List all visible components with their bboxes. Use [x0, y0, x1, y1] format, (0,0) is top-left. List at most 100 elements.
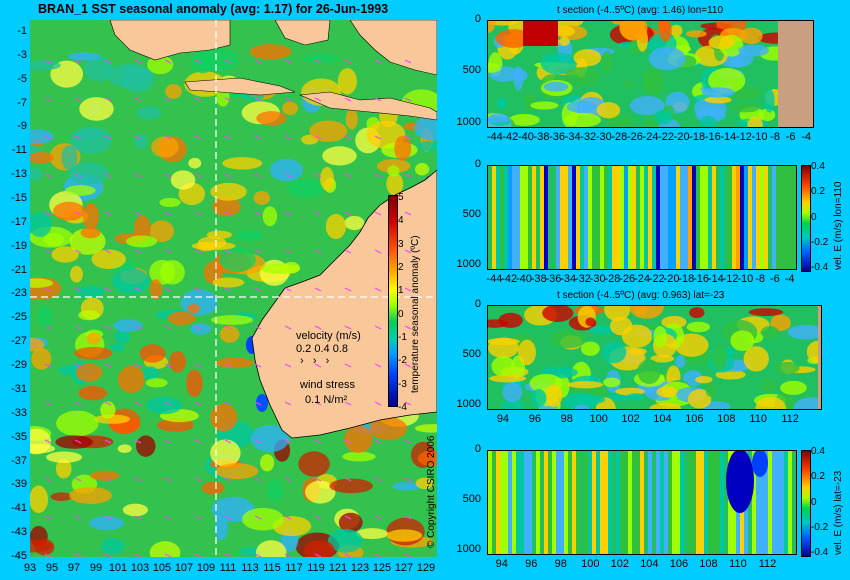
section-plot-t-section-lon110[interactable] — [487, 20, 814, 128]
wind-arrow — [194, 135, 202, 140]
sst-patch — [417, 140, 438, 152]
velocity-stripe — [740, 166, 744, 269]
wind-arrow — [104, 59, 112, 64]
velocity-stripe — [532, 451, 536, 554]
section-depth-tick: 1000 — [456, 398, 481, 410]
section-x-tick: -44 — [486, 131, 503, 143]
velocity-stripe — [504, 451, 508, 554]
velocity-stripe — [516, 166, 520, 269]
wind-arrow — [134, 135, 142, 140]
velocity-colorbar-tick: 0.4 — [811, 161, 825, 172]
velocity-stripe — [652, 451, 656, 554]
section-patch — [607, 115, 635, 127]
wind-arrow — [104, 439, 112, 444]
section-x-tick: 108 — [717, 413, 736, 425]
wind-arrow — [134, 553, 142, 558]
section-depth-tick: 500 — [462, 348, 481, 360]
sst-patch — [24, 60, 61, 71]
sst-patch — [69, 126, 112, 154]
velocity-stripe — [572, 451, 576, 554]
wind-arrow — [134, 249, 142, 254]
section-x-tick: 112 — [781, 413, 799, 425]
section-depth-tick: 0 — [474, 158, 481, 170]
sst-patch — [136, 105, 162, 120]
velocity-colorbar-tick: -0.4 — [811, 547, 829, 558]
sst-patch — [79, 97, 114, 121]
sst-patch — [262, 206, 278, 227]
wind-arrow — [74, 401, 82, 406]
wind-arrow — [104, 249, 112, 254]
velocity-stripe — [696, 451, 700, 554]
wind-arrow — [314, 439, 322, 444]
section-x-tick: -14 — [707, 273, 724, 285]
velocity-stripe — [496, 451, 500, 554]
sst-patch — [211, 315, 254, 325]
section-patch — [793, 397, 821, 409]
section-patch — [508, 113, 540, 126]
velocity-jet — [726, 451, 754, 513]
section-x-tick: -12 — [722, 273, 739, 285]
sst-patch — [91, 249, 126, 269]
wind-arrow — [74, 59, 82, 64]
velocity-stripe — [512, 451, 516, 554]
wind-arrow — [314, 401, 322, 406]
sst-patch — [74, 346, 113, 360]
section-x-tick: -16 — [693, 273, 709, 285]
lat-tick-label: -23 — [11, 287, 27, 300]
wind-arrow — [134, 173, 142, 178]
lon-tick-label: 127 — [394, 562, 414, 574]
section-x-tick: -30 — [595, 131, 612, 143]
section-x-tick: -14 — [720, 131, 737, 143]
section-patch — [585, 317, 596, 327]
sst-patch — [84, 56, 114, 82]
wind-arrow — [44, 363, 52, 368]
velocity-stripe — [492, 451, 496, 554]
wind-arrow — [164, 211, 172, 216]
velocity-stripe — [616, 166, 620, 269]
velocity-stripe — [772, 166, 776, 269]
section-plot-t-section-lat-23[interactable] — [487, 305, 822, 410]
velocity-stripe — [704, 166, 708, 269]
wind-arrow — [224, 59, 232, 64]
wind-arrow — [404, 401, 412, 406]
velocity-stripe — [536, 451, 540, 554]
sst-patch — [415, 477, 434, 489]
sst-patch — [337, 68, 357, 95]
section-plot-vel-e-lon110[interactable] — [487, 165, 797, 270]
sst-map[interactable] — [10, 19, 452, 566]
sst-patch — [210, 439, 241, 467]
section-plot-vel-e-lat-23[interactable] — [487, 450, 797, 555]
velocity-stripe — [556, 451, 560, 554]
lon-tick-label: 109 — [196, 562, 216, 574]
section-x-tick: -18 — [678, 273, 695, 285]
velocity-stripe — [608, 451, 612, 554]
velocity-stripe — [524, 451, 528, 554]
velocity-stripe — [716, 451, 720, 554]
wind-arrow — [404, 97, 412, 102]
lat-tick-label: -9 — [17, 120, 27, 133]
section-patch — [731, 103, 760, 113]
lon-tick-label: 105 — [152, 562, 172, 574]
sst-patch — [191, 241, 236, 251]
section-patch — [619, 21, 645, 40]
section-patch — [629, 348, 647, 355]
velocity-stripe — [612, 166, 616, 269]
velocity-stripe — [736, 166, 740, 269]
lat-tick-label: -21 — [11, 263, 27, 276]
wind-arrow — [164, 249, 172, 254]
sst-patch — [267, 479, 283, 503]
velocity-stripe — [600, 451, 604, 554]
velocity-stripe — [768, 166, 772, 269]
section-x-tick: -22 — [648, 273, 665, 285]
lon-tick-label: 125 — [372, 562, 392, 574]
sst-patch — [136, 435, 156, 457]
velocity-colorbar-tick: -0.4 — [811, 262, 829, 273]
section-title: t section (-4..5ºC) (avg: 0.963) lat=-23 — [557, 290, 725, 301]
wind-arrow — [404, 287, 412, 292]
velocity-stripe — [620, 166, 624, 269]
wind-arrow — [284, 211, 292, 216]
wind-arrow — [104, 401, 112, 406]
velocity-stripe — [636, 451, 640, 554]
velocity-stripe — [680, 451, 684, 554]
wind-arrow — [104, 135, 112, 140]
